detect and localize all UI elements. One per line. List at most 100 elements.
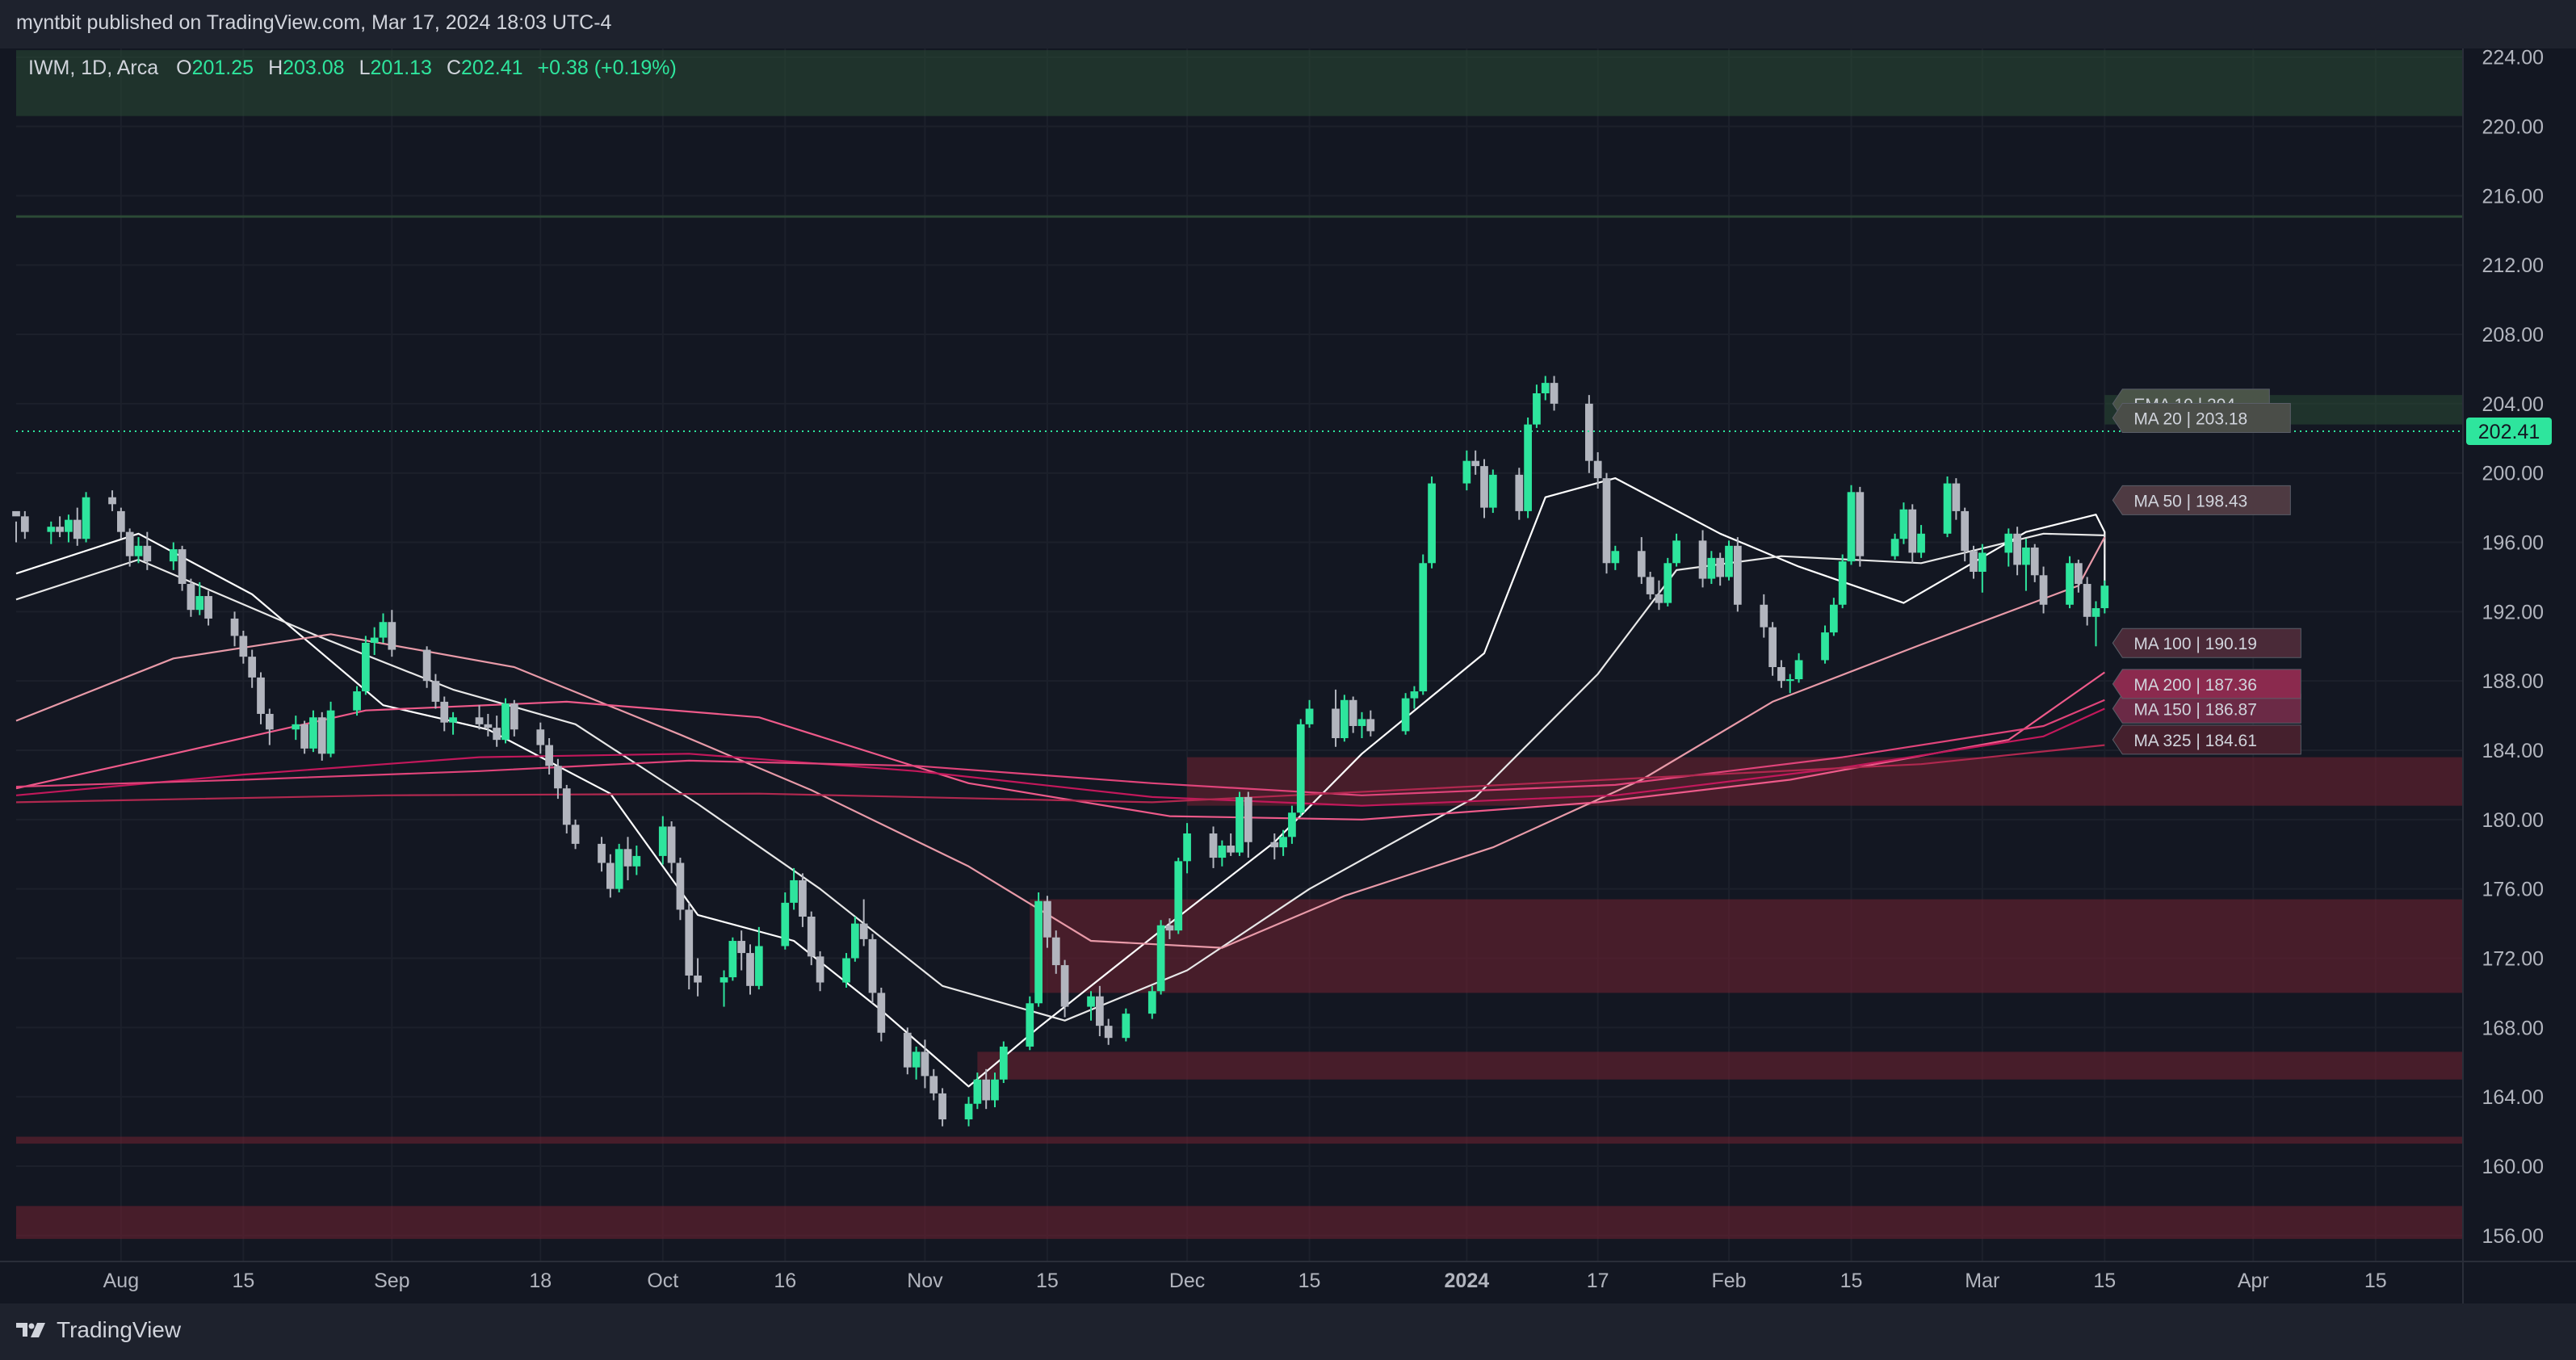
time-axis-label: Sep <box>374 1270 409 1292</box>
candle <box>1725 540 1733 581</box>
candle <box>632 846 641 875</box>
supply-zone <box>1030 899 2463 993</box>
price-axis-label: 224.00 <box>2482 48 2544 69</box>
time-axis-label: Feb <box>1711 1270 1746 1292</box>
symbol-legend: IWM, 1D, Arca O201.25 H203.08 L201.13 C202.4… <box>28 57 691 80</box>
candle <box>694 958 702 997</box>
candle <box>73 507 82 546</box>
candle <box>204 590 212 626</box>
candle <box>754 926 763 990</box>
ma-tag-ma200: MA 200 | 187.36 <box>2112 669 2301 699</box>
candle <box>1034 892 1043 1007</box>
candle <box>1663 557 1672 607</box>
candle <box>1218 840 1227 867</box>
price-axis-label: 184.00 <box>2482 740 2544 762</box>
legend-close-value: 202.41 <box>461 57 523 79</box>
candle <box>1462 450 1471 491</box>
price-chart[interactable]: 156.00 160.00 164.00 168.00 172.00 176.00 180.… <box>0 48 2576 1303</box>
candle <box>440 696 449 732</box>
price-axis-label: 220.00 <box>2482 116 2544 139</box>
time-axis[interactable]: Aug 15 Sep 18 Oct 16 Nov 15 Dec 15 2024 17 Feb 15 Mar 1… <box>0 1261 2576 1292</box>
time-axis-label: 18 <box>529 1270 552 1292</box>
legend-close-label: C <box>446 57 462 79</box>
time-axis-label: Aug <box>103 1270 139 1292</box>
candle <box>1707 551 1716 585</box>
time-axis-label: Mar <box>1965 1270 1999 1292</box>
publish-header-bar <box>0 0 2576 48</box>
candle <box>143 531 152 570</box>
supply-zone <box>16 1206 2463 1240</box>
tradingview-logo[interactable]: TradingView <box>15 1317 181 1343</box>
legend-change-value: +0.38 (+0.19%) <box>537 57 677 79</box>
candle <box>615 843 623 892</box>
candle <box>1060 959 1069 1018</box>
price-axis[interactable]: 156.00 160.00 164.00 168.00 172.00 176.00 180.… <box>2462 48 2552 1303</box>
supply-zone <box>1187 757 2463 806</box>
candle <box>991 1072 999 1108</box>
supply-zone <box>16 1136 2463 1144</box>
candle <box>178 545 187 591</box>
candle <box>422 646 431 688</box>
legend-low-value: 201.13 <box>370 57 432 79</box>
candle <box>309 710 317 753</box>
candle <box>1593 451 1602 489</box>
candle <box>493 716 501 747</box>
candle <box>1480 459 1488 518</box>
candle <box>964 1097 973 1127</box>
candle <box>1970 545 1978 579</box>
candle <box>982 1068 991 1110</box>
candle <box>1978 544 1987 593</box>
candle <box>1856 486 1865 567</box>
svg-text:MA 200 | 187.36: MA 200 | 187.36 <box>2133 676 2257 695</box>
candle <box>248 649 257 688</box>
candle <box>554 758 562 800</box>
candle <box>903 1027 912 1075</box>
candle <box>973 1072 982 1110</box>
candle <box>1768 622 1777 676</box>
candle <box>720 970 728 1007</box>
candle <box>658 816 667 865</box>
candle <box>116 507 125 539</box>
candle <box>2022 539 2030 591</box>
svg-text:MA 100 | 190.19: MA 100 | 190.19 <box>2133 635 2257 653</box>
candle <box>1584 395 1593 473</box>
time-axis-label: 16 <box>774 1270 796 1292</box>
candle <box>877 987 886 1042</box>
supply-zone <box>977 1051 2463 1080</box>
candle <box>388 610 396 657</box>
candle <box>1716 552 1725 586</box>
candle <box>1847 485 1856 565</box>
candle <box>187 578 195 617</box>
price-axis-label: 156.00 <box>2482 1225 2544 1248</box>
candle <box>257 672 265 724</box>
candle <box>850 917 859 962</box>
candle <box>1550 376 1559 411</box>
ma-tag-ma150: MA 150 | 186.87 <box>2112 693 2301 724</box>
candle <box>1357 711 1366 738</box>
legend-low-label: L <box>359 57 371 79</box>
candle <box>326 701 335 758</box>
time-axis-label: Nov <box>907 1270 943 1292</box>
legend-high-value: 203.08 <box>283 57 345 79</box>
candle <box>799 873 807 927</box>
candle <box>2100 580 2109 614</box>
publisher-info: myntbit published on TradingView.com, Ma… <box>16 11 612 34</box>
ma-line-ema10 <box>15 476 2106 1088</box>
candle <box>598 837 606 872</box>
candle <box>12 510 20 543</box>
candle <box>125 528 134 567</box>
price-axis-label: 200.00 <box>2482 463 2544 485</box>
legend-symbol[interactable]: IWM, 1D, Arca <box>28 57 159 79</box>
price-axis-label: 176.00 <box>2482 879 2544 901</box>
candle <box>501 698 510 744</box>
candle <box>361 636 370 695</box>
time-axis-label: 15 <box>2093 1270 2116 1292</box>
candle <box>108 490 116 511</box>
candle <box>1401 693 1410 735</box>
candle <box>623 837 632 880</box>
candle <box>1349 696 1357 733</box>
candle <box>1488 469 1497 514</box>
ma-line-ma325 <box>15 744 2105 804</box>
candle <box>1244 791 1252 858</box>
time-axis-label: Apr <box>2238 1270 2269 1292</box>
